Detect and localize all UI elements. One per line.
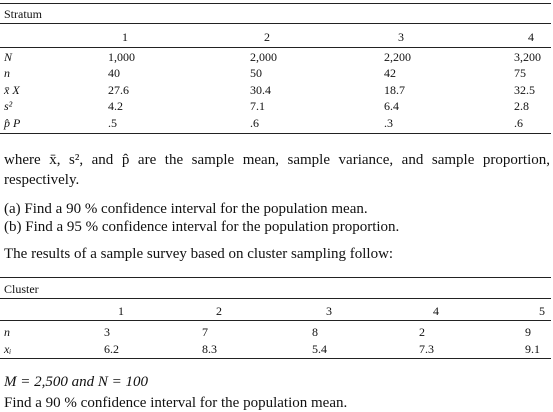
definition-text: where x̄, s², and p̂ are the sample mean… (4, 152, 550, 188)
table-cell: 2.8 (514, 99, 529, 113)
table-cell: 6.2 (104, 342, 119, 356)
table-cell: 50 (250, 66, 262, 80)
column-header: 2 (216, 304, 222, 318)
table-cell: .6 (514, 116, 523, 130)
table-cell: 6.4 (384, 99, 399, 113)
table-cell: 2,200 (384, 50, 411, 64)
table-cell: 4.2 (108, 99, 123, 113)
table-cell: 27.6 (108, 83, 129, 97)
table-rule (0, 3, 551, 4)
part-a: (a) Find a 90 % confidence interval for … (4, 201, 368, 217)
question-text: Find a 90 % confidence interval for the … (4, 395, 348, 411)
table-cell: 9.1 (525, 342, 540, 356)
row-label: x̄ X (4, 83, 20, 97)
table-cell: 2 (419, 325, 425, 339)
row-label: xᵢ (4, 342, 12, 356)
column-header: 2 (264, 30, 270, 44)
table-cell: .6 (250, 116, 259, 130)
table-cell: 40 (108, 66, 120, 80)
table-cell: 2,000 (250, 50, 277, 64)
table-cell: 3,200 (514, 50, 541, 64)
table-rule (0, 298, 551, 299)
row-label: n (4, 325, 10, 339)
column-header: 3 (398, 30, 404, 44)
given-text: M = 2,500 and N = 100 (4, 374, 148, 390)
table-caption: Stratum (4, 7, 42, 21)
table-cell: 8 (312, 325, 318, 339)
row-label: N (4, 50, 13, 64)
column-header: 5 (539, 304, 545, 318)
table-rule (0, 277, 551, 278)
row-label: p̂ P (4, 116, 21, 130)
table-cell: 75 (514, 66, 526, 80)
table-cell: 8.3 (202, 342, 217, 356)
table-cell: 7 (202, 325, 208, 339)
row-label: n (4, 66, 10, 80)
table-rule (0, 23, 551, 24)
column-header: 1 (122, 30, 128, 44)
column-header: 4 (528, 30, 534, 44)
table-caption: Cluster (4, 282, 39, 296)
column-header: 3 (326, 304, 332, 318)
table-cell: .5 (108, 116, 117, 130)
table-cell: 1,000 (108, 50, 135, 64)
table-cell: 3 (104, 325, 110, 339)
table-cell: 5.4 (312, 342, 327, 356)
table-cell: 7.1 (250, 99, 265, 113)
table-rule (0, 47, 551, 48)
table-cell: 42 (384, 66, 396, 80)
table-cell: 7.3 (419, 342, 434, 356)
table-rule (0, 358, 551, 359)
table-cell: .3 (384, 116, 393, 130)
table-rule (0, 320, 551, 321)
column-header: 1 (118, 304, 124, 318)
part-b: (b) Find a 95 % confidence interval for … (4, 219, 400, 235)
table-cell: 18.7 (384, 83, 405, 97)
table-cell: 32.5 (514, 83, 535, 97)
column-header: 4 (433, 304, 439, 318)
table-rule (0, 133, 551, 134)
table-cell: 30.4 (250, 83, 271, 97)
row-label: s² (4, 99, 13, 113)
table-cell: 9 (525, 325, 531, 339)
intro-text: The results of a sample survey based on … (4, 246, 394, 262)
